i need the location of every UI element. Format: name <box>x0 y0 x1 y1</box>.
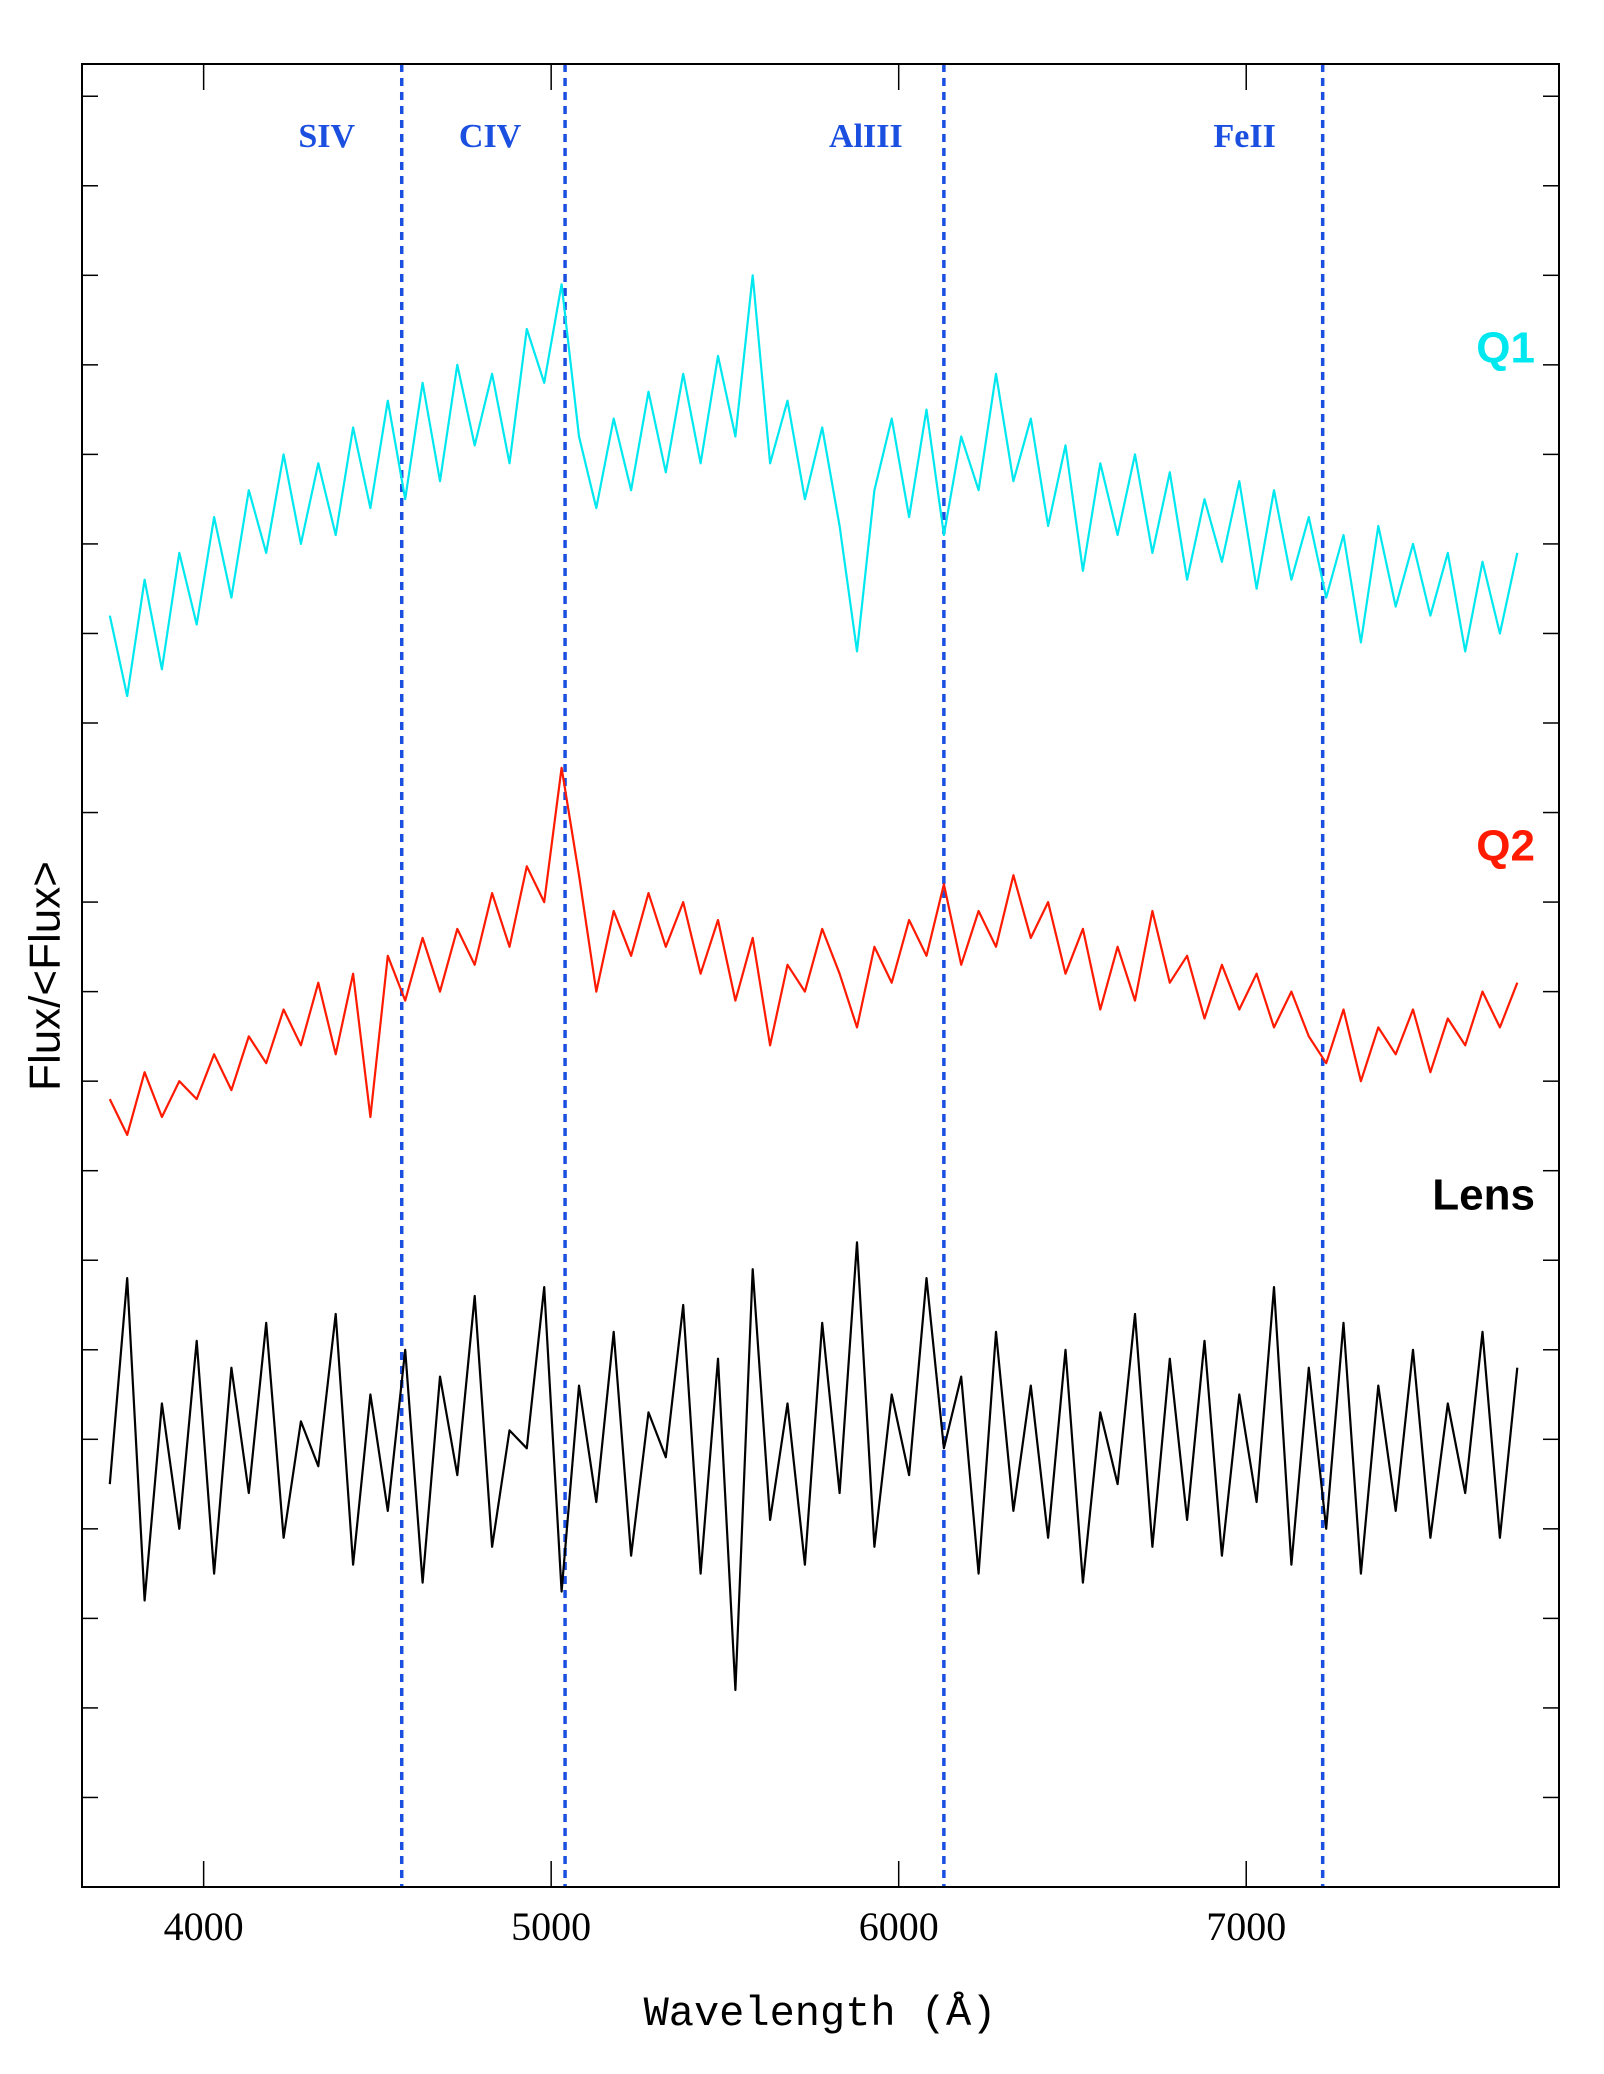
x-axis-label: Wavelength (Å) <box>644 1990 997 2038</box>
x-tick-label: 4000 <box>164 1904 244 1949</box>
legend-label: Q1 <box>1476 324 1535 373</box>
spectrum-line <box>108 1241 1519 1692</box>
legend-label: Lens <box>1432 1171 1535 1220</box>
annotation-label: SIV <box>298 118 355 155</box>
annotation-label: AlIII <box>829 118 903 155</box>
y-axis-label: Flux/<Flux> <box>21 861 70 1091</box>
x-tick-label: 7000 <box>1206 1904 1286 1949</box>
x-tick-label: 6000 <box>859 1904 939 1949</box>
spectrum-line <box>108 766 1519 1136</box>
annotation-label: FeII <box>1214 118 1276 155</box>
plot-frame <box>81 63 1560 1888</box>
spectrum-line <box>108 274 1519 698</box>
x-tick-label: 5000 <box>511 1904 591 1949</box>
annotation-label: CIV <box>459 118 522 155</box>
legend-label: Q2 <box>1476 822 1535 871</box>
